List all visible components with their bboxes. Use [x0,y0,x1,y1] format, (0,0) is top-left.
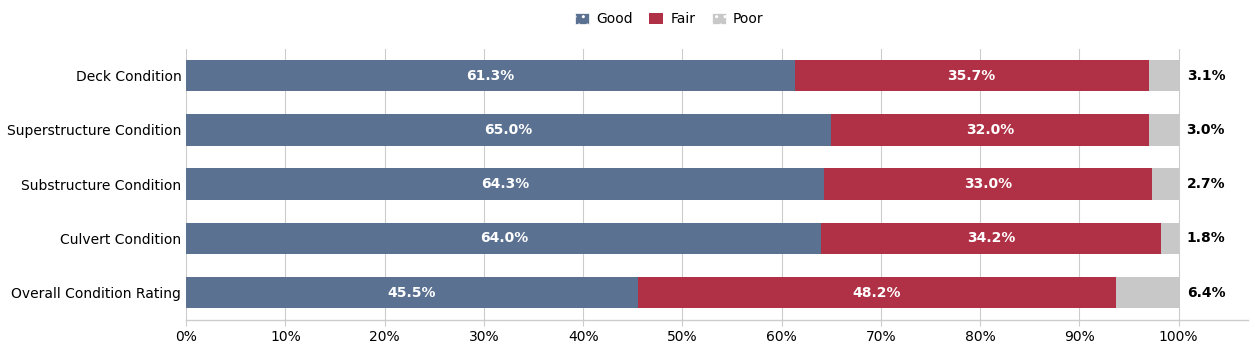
Bar [1148,114,1178,146]
Text: 2.7%: 2.7% [1186,177,1225,191]
Text: 61.3%: 61.3% [466,69,515,83]
Text: 3.1%: 3.1% [1187,69,1226,83]
Bar [186,114,831,146]
Text: 32.0%: 32.0% [966,123,1014,137]
Bar [1161,223,1178,254]
Bar [1116,277,1180,308]
Text: 48.2%: 48.2% [852,286,901,299]
Bar [186,60,794,92]
Text: 35.7%: 35.7% [948,69,995,83]
Bar [821,223,1161,254]
Text: 6.4%: 6.4% [1187,286,1226,299]
Text: 3.0%: 3.0% [1186,123,1225,137]
Legend: Good, Fair, Poor: Good, Fair, Poor [570,7,769,32]
Bar [825,168,1152,200]
Text: 64.0%: 64.0% [479,231,528,245]
Text: 33.0%: 33.0% [964,177,1012,191]
Text: 45.5%: 45.5% [388,286,437,299]
Text: 34.2%: 34.2% [966,231,1015,245]
Text: 1.8%: 1.8% [1186,231,1225,245]
Bar [1148,60,1180,92]
Bar [638,277,1116,308]
Bar [186,168,825,200]
Bar [794,60,1148,92]
Bar [1152,168,1178,200]
Bar [831,114,1148,146]
Text: 65.0%: 65.0% [484,123,533,137]
Bar [186,223,821,254]
Bar [186,277,638,308]
Text: 64.3%: 64.3% [481,177,530,191]
